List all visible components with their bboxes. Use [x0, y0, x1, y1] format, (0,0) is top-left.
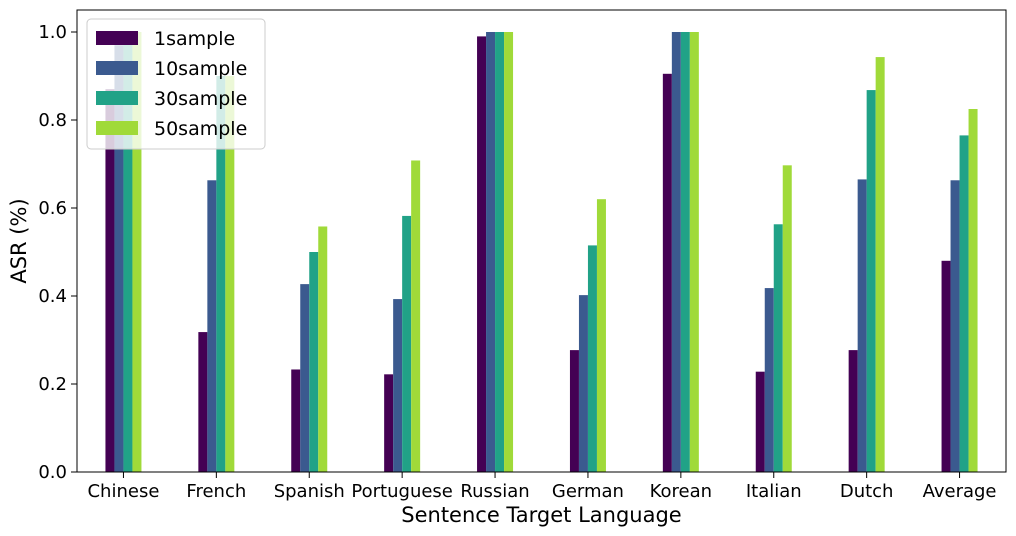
- bars-layer: [105, 32, 978, 473]
- legend-swatch-50sample: [96, 121, 138, 135]
- legend-swatch-1sample: [96, 31, 138, 45]
- bar-10sample-dutch: [857, 179, 867, 472]
- bar-30sample-french: [216, 76, 226, 472]
- x-tick-label-italian: Italian: [746, 481, 802, 502]
- y-tick-label: 0.0: [38, 462, 67, 483]
- x-tick-label-german: German: [552, 481, 624, 502]
- x-tick-label-korean: Korean: [650, 481, 712, 502]
- bar-10sample-french: [207, 180, 217, 472]
- bar-1sample-dutch: [848, 350, 858, 472]
- x-tick-label-average: Average: [923, 481, 997, 502]
- bar-30sample-chinese: [123, 32, 133, 472]
- plot-area-frame: [76, 9, 1007, 473]
- x-axis-ticks: Chinese French Spanish Portuguese Russian Ger…: [87, 472, 997, 502]
- bar-50sample-french: [225, 76, 235, 472]
- x-tick-label-russian: Russian: [460, 481, 529, 502]
- legend-swatch-30sample: [96, 91, 138, 105]
- bar-50sample-average: [968, 109, 978, 472]
- x-tick-label-dutch: Dutch: [840, 481, 894, 502]
- bar-50sample-portuguese: [411, 160, 421, 473]
- x-tick-label-spanish: Spanish: [274, 481, 345, 502]
- legend-box: [86, 18, 266, 150]
- bar-1sample-german: [569, 350, 579, 472]
- legend-swatch-10sample: [96, 61, 138, 75]
- bar-30sample-spanish: [309, 252, 319, 472]
- bar-10sample-spanish: [300, 284, 310, 472]
- y-tick-label: 0.2: [38, 374, 67, 395]
- legend-label-30sample: 30sample: [154, 88, 247, 110]
- bar-10sample-average: [950, 180, 960, 472]
- bar-10sample-portuguese: [393, 299, 403, 472]
- bar-50sample-chinese: [132, 32, 142, 472]
- bar-30sample-average: [959, 135, 969, 472]
- bar-50sample-italian: [782, 165, 792, 472]
- bar-1sample-portuguese: [384, 374, 394, 472]
- bar-50sample-russian: [504, 32, 514, 472]
- bar-50sample-spanish: [318, 226, 328, 472]
- bar-30sample-portuguese: [402, 215, 412, 473]
- bar-1sample-spanish: [291, 369, 301, 472]
- x-tick-label-french: French: [186, 481, 246, 502]
- bar-1sample-russian: [477, 36, 487, 473]
- legend: 1sample 10sample 30sample 50sample: [86, 18, 266, 150]
- bar-30sample-korean: [680, 32, 690, 472]
- bar-1sample-average: [941, 260, 951, 472]
- bar-10sample-italian: [764, 288, 774, 472]
- y-tick-label: 0.4: [38, 286, 67, 307]
- bar-1sample-chinese: [105, 89, 115, 472]
- bar-50sample-korean: [689, 32, 699, 472]
- bar-50sample-dutch: [875, 57, 885, 472]
- bar-1sample-italian: [755, 371, 765, 472]
- y-axis-ticks: 0.0 0.2 0.4 0.6 0.8 1.0: [38, 22, 77, 483]
- bar-10sample-german: [578, 295, 588, 472]
- x-tick-label-chinese: Chinese: [87, 481, 159, 502]
- bar-10sample-chinese: [114, 45, 124, 472]
- y-tick-label: 0.8: [38, 110, 67, 131]
- legend-label-50sample: 50sample: [154, 118, 247, 140]
- bar-30sample-german: [587, 245, 597, 472]
- bar-50sample-german: [596, 199, 606, 472]
- legend-label-1sample: 1sample: [154, 28, 235, 50]
- bar-30sample-italian: [773, 224, 783, 472]
- bar-30sample-russian: [495, 32, 505, 472]
- bar-10sample-russian: [486, 32, 496, 472]
- x-axis-title: Sentence Target Language: [401, 503, 681, 527]
- bar-10sample-korean: [671, 32, 681, 472]
- bar-1sample-french: [198, 332, 208, 472]
- y-axis-title: ASR (%): [7, 198, 31, 283]
- bar-1sample-korean: [662, 73, 672, 473]
- y-tick-label: 0.6: [38, 198, 67, 219]
- y-tick-label: 1.0: [38, 22, 67, 43]
- bar-30sample-dutch: [866, 90, 876, 472]
- x-tick-label-portuguese: Portuguese: [351, 481, 452, 502]
- legend-label-10sample: 10sample: [154, 58, 247, 80]
